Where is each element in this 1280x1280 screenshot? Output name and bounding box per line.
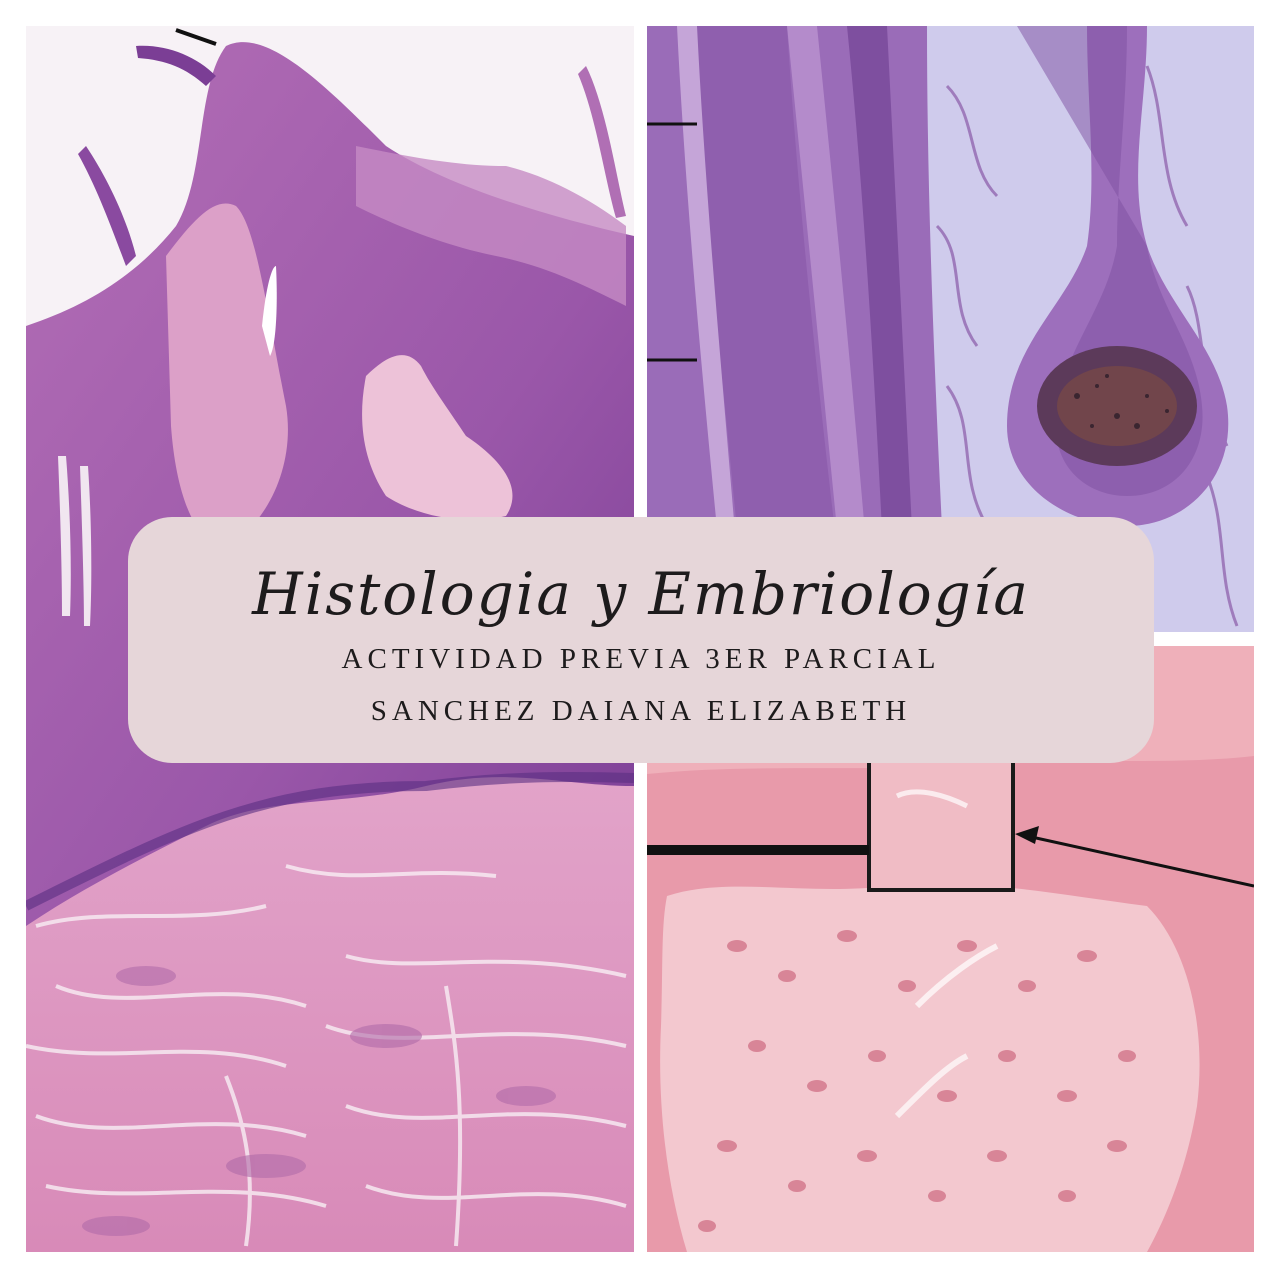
card-subtitle-activity: ACTIVIDAD PREVIA 3ER PARCIAL: [341, 643, 941, 675]
title-card: Histologia y Embriología ACTIVIDAD PREVI…: [128, 517, 1154, 763]
card-subtitle-author: SANCHEZ DAIANA ELIZABETH: [370, 695, 912, 727]
card-title: Histologia y Embriología: [252, 560, 1030, 628]
